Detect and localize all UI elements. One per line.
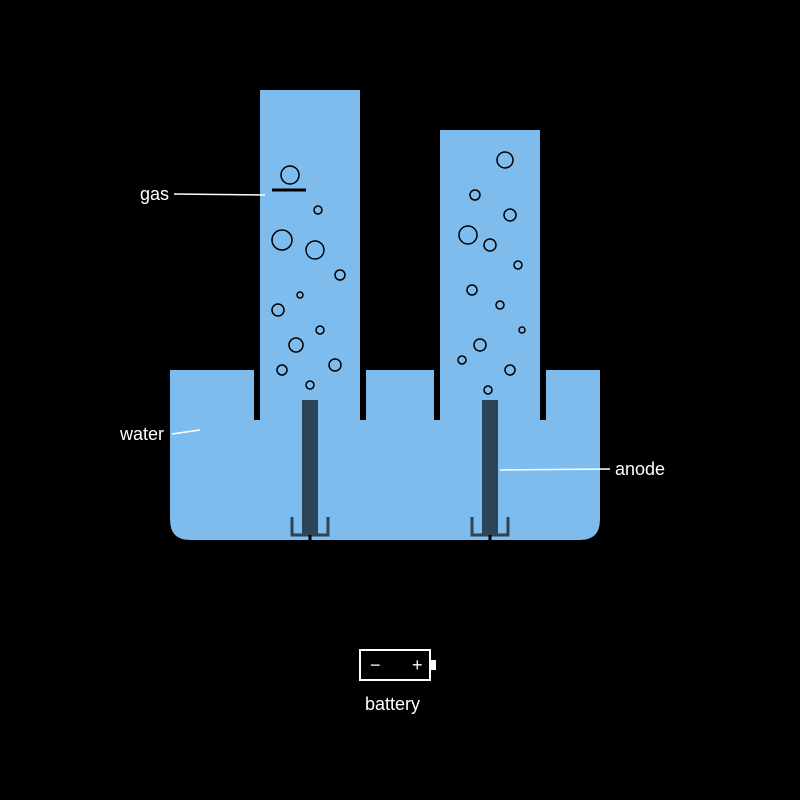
wire-right xyxy=(430,535,490,665)
label-battery: battery xyxy=(365,694,420,714)
tube-right-cap xyxy=(434,124,546,130)
battery-plus: + xyxy=(412,655,423,675)
electrolysis-diagram: − + gas water anode battery xyxy=(0,0,800,800)
battery-minus: − xyxy=(370,655,381,675)
tube-left-liquid xyxy=(260,90,360,400)
electrode-anode xyxy=(482,400,498,535)
battery-terminal xyxy=(430,660,436,670)
tube-right-wall-left xyxy=(434,124,440,420)
tube-right-liquid xyxy=(440,130,540,400)
electrode-cathode xyxy=(302,400,318,535)
tube-left-wall-right xyxy=(360,84,366,420)
label-anode: anode xyxy=(615,459,665,479)
label-gas: gas xyxy=(140,184,169,204)
label-water: water xyxy=(119,424,164,444)
tube-left-cap xyxy=(254,84,366,90)
gas-leader xyxy=(174,194,265,195)
tube-left-wall-left xyxy=(254,84,260,420)
anode-leader xyxy=(500,469,610,470)
wire-left xyxy=(310,535,360,665)
tube-right-wall-right xyxy=(540,124,546,420)
